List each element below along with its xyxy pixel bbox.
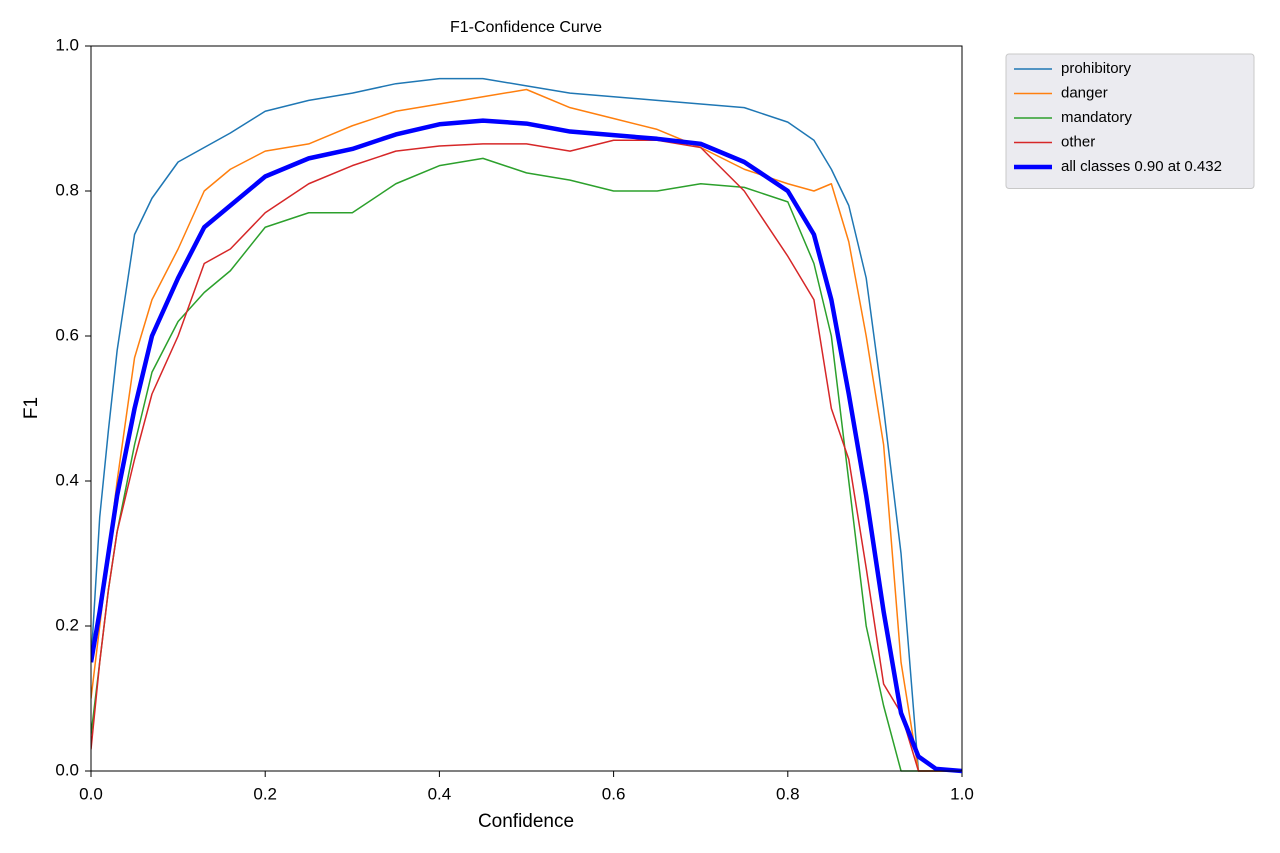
legend-label: prohibitory bbox=[1061, 60, 1132, 77]
x-tick-label: 0.4 bbox=[428, 784, 452, 803]
series-line bbox=[91, 88, 962, 772]
chart-title: F1-Confidence Curve bbox=[450, 19, 602, 36]
x-tick-label: 0.8 bbox=[776, 784, 800, 803]
y-tick-label: 0.8 bbox=[55, 180, 79, 199]
x-axis-label: Confidence bbox=[478, 811, 574, 832]
legend-label: all classes 0.90 at 0.432 bbox=[1061, 158, 1222, 175]
series-line bbox=[91, 139, 962, 772]
x-tick-label: 0.6 bbox=[602, 784, 626, 803]
x-tick-label: 0.0 bbox=[79, 784, 103, 803]
y-tick-label: 0.6 bbox=[55, 325, 79, 344]
x-tick-label: 1.0 bbox=[950, 784, 974, 803]
plot-frame bbox=[90, 45, 963, 772]
legend-label: danger bbox=[1061, 84, 1108, 101]
x-tick-label: 0.2 bbox=[253, 784, 277, 803]
legend-label: mandatory bbox=[1061, 109, 1132, 126]
y-tick-label: 0.0 bbox=[55, 760, 79, 779]
legend-box bbox=[1005, 53, 1255, 189]
y-tick-label: 0.4 bbox=[55, 470, 79, 489]
y-tick-label: 1.0 bbox=[55, 35, 79, 54]
series-line bbox=[91, 77, 962, 772]
legend-label: other bbox=[1061, 133, 1095, 150]
series-line bbox=[91, 157, 962, 772]
series-line bbox=[91, 118, 962, 774]
y-axis-label: F1 bbox=[21, 397, 42, 419]
y-tick-label: 0.2 bbox=[55, 615, 79, 634]
